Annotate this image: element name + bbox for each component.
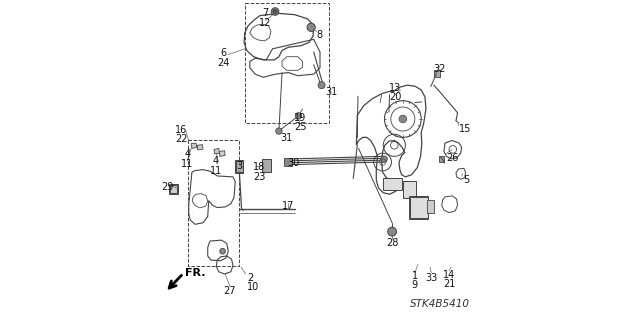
Bar bbox=[236, 160, 243, 174]
Bar bbox=[434, 70, 440, 77]
Bar bbox=[427, 200, 434, 213]
Text: STK4B5410: STK4B5410 bbox=[410, 299, 470, 309]
Text: 2: 2 bbox=[247, 273, 253, 283]
Bar bbox=[188, 140, 239, 266]
Text: 26: 26 bbox=[447, 152, 459, 163]
Text: 29: 29 bbox=[161, 182, 174, 192]
Polygon shape bbox=[220, 151, 225, 156]
Text: 11: 11 bbox=[209, 166, 222, 176]
Text: 23: 23 bbox=[253, 172, 266, 182]
Text: 9: 9 bbox=[412, 280, 418, 290]
Text: 31: 31 bbox=[280, 133, 292, 143]
Circle shape bbox=[399, 115, 406, 123]
Text: 18: 18 bbox=[253, 162, 266, 172]
Bar bbox=[439, 156, 444, 162]
Bar bbox=[403, 181, 416, 198]
Text: 15: 15 bbox=[459, 124, 472, 134]
Circle shape bbox=[318, 82, 325, 89]
Text: 32: 32 bbox=[433, 64, 445, 74]
Text: 7: 7 bbox=[262, 8, 269, 19]
Polygon shape bbox=[214, 148, 220, 154]
Text: 25: 25 bbox=[294, 122, 307, 132]
Text: 22: 22 bbox=[175, 134, 188, 144]
Bar bbox=[410, 197, 428, 218]
Polygon shape bbox=[191, 143, 196, 148]
Text: 24: 24 bbox=[218, 58, 230, 68]
Circle shape bbox=[276, 128, 282, 134]
Bar bbox=[284, 158, 292, 166]
Text: 14: 14 bbox=[443, 270, 455, 279]
Text: 17: 17 bbox=[282, 201, 294, 211]
Text: 6: 6 bbox=[221, 48, 227, 58]
Circle shape bbox=[295, 113, 301, 119]
Circle shape bbox=[271, 8, 279, 15]
Text: 11: 11 bbox=[181, 159, 193, 169]
Text: 19: 19 bbox=[294, 113, 306, 123]
Polygon shape bbox=[197, 145, 203, 150]
Text: 16: 16 bbox=[175, 125, 188, 135]
Text: 4: 4 bbox=[212, 156, 219, 166]
Circle shape bbox=[220, 249, 225, 254]
Text: 12: 12 bbox=[259, 18, 272, 28]
Text: 21: 21 bbox=[443, 279, 455, 289]
Text: 8: 8 bbox=[317, 30, 323, 40]
Text: 4: 4 bbox=[184, 149, 190, 160]
Text: FR.: FR. bbox=[185, 268, 205, 278]
Text: 5: 5 bbox=[463, 175, 469, 185]
Text: 30: 30 bbox=[287, 158, 300, 167]
Bar bbox=[244, 3, 330, 123]
Text: 31: 31 bbox=[326, 87, 338, 97]
Text: 13: 13 bbox=[389, 83, 401, 93]
Text: 10: 10 bbox=[247, 282, 259, 292]
Text: 20: 20 bbox=[389, 93, 401, 102]
Bar bbox=[170, 185, 177, 193]
Bar bbox=[383, 178, 402, 190]
Text: 33: 33 bbox=[425, 273, 437, 283]
Circle shape bbox=[307, 23, 316, 32]
Circle shape bbox=[273, 9, 277, 14]
Bar bbox=[262, 159, 271, 172]
Circle shape bbox=[388, 227, 397, 236]
Text: 28: 28 bbox=[386, 238, 398, 248]
Text: 3: 3 bbox=[236, 161, 243, 171]
Bar bbox=[409, 197, 428, 219]
Text: 27: 27 bbox=[223, 286, 236, 296]
Bar bbox=[170, 184, 178, 194]
Text: 1: 1 bbox=[412, 271, 418, 281]
Circle shape bbox=[381, 156, 387, 162]
Bar bbox=[236, 161, 243, 172]
